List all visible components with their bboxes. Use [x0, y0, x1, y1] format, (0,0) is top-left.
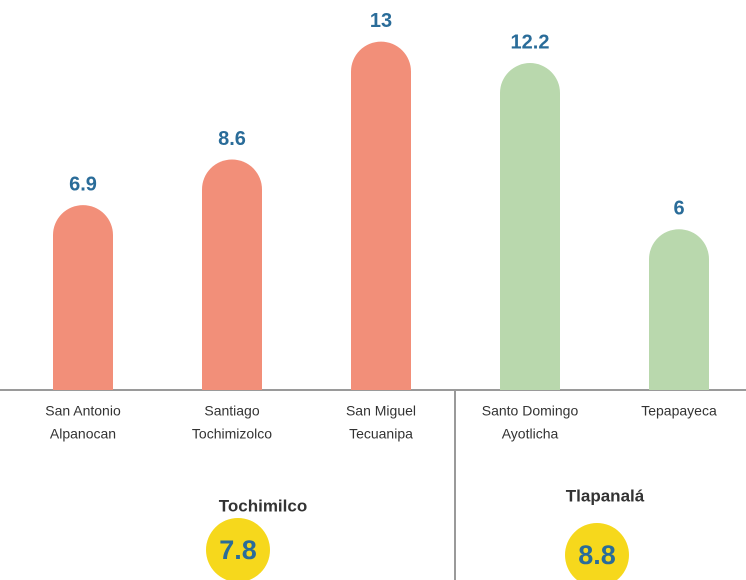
category-label: Alpanocan [50, 426, 116, 442]
value-label: 6 [673, 197, 684, 219]
category-label: Tepapayeca [641, 403, 717, 419]
group-name: Tlapanalá [566, 486, 645, 505]
group-badge [565, 523, 629, 580]
value-label: 8.6 [218, 128, 246, 150]
bar [351, 41, 411, 390]
category-label: Tochimizolco [192, 426, 272, 442]
group-name: Tochimilco [219, 496, 307, 515]
bar [202, 159, 262, 390]
group-value: 7.8 [219, 535, 257, 565]
value-label: 12.2 [511, 31, 550, 53]
category-label: Ayotlicha [502, 426, 559, 442]
group-badge [206, 518, 270, 580]
value-label: 6.9 [69, 173, 97, 195]
category-label: San Miguel [346, 403, 416, 419]
category-label: Santiago [204, 403, 259, 419]
bar [500, 63, 560, 390]
bar [649, 229, 709, 390]
bar [53, 205, 113, 390]
value-label: 13 [370, 10, 392, 32]
category-label: San Antonio [45, 403, 121, 419]
group-value: 8.8 [578, 540, 616, 570]
category-label: Tecuanipa [349, 426, 413, 442]
category-label: Santo Domingo [482, 403, 579, 419]
